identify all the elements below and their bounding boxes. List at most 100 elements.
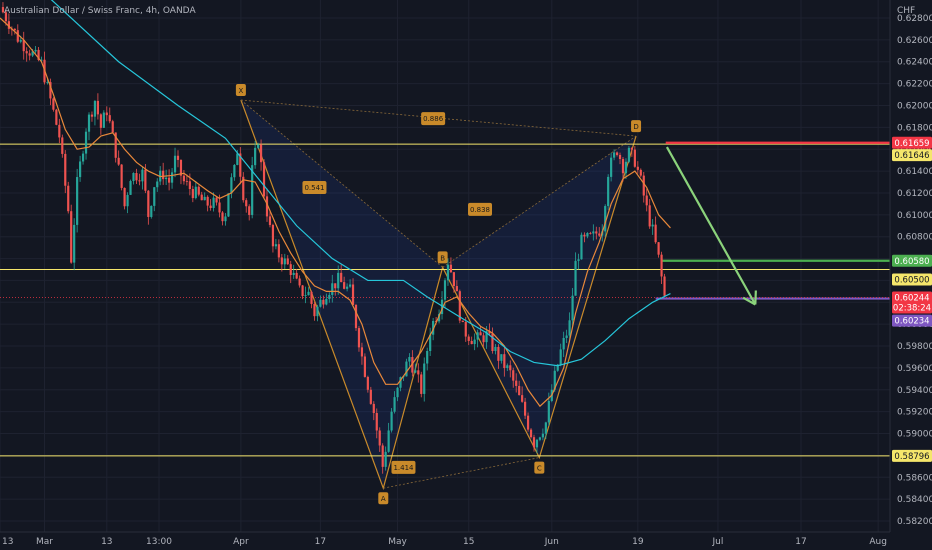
candle-body [117,157,120,165]
candle-body [384,451,387,467]
candle-body [506,365,509,369]
candle-body [37,49,40,60]
candle-body [1,7,5,13]
candle-body [521,395,524,402]
candle-body [414,370,417,373]
candle-body [108,115,111,122]
candle-body [663,276,666,296]
candle-body [271,224,275,247]
time-axis[interactable]: 13 Mar 13 13:00 Apr 17 May 15 Jun 19 Jul 17 Aug [0,531,890,550]
y-tick-label: 0.58600 [897,473,932,483]
candle-body [316,306,319,317]
candle-body [322,299,325,305]
candle-body [360,347,364,357]
y-tick-label: 0.61400 [897,167,932,177]
pattern-point-label: C [534,461,545,474]
price-label-box [892,254,932,267]
candle-body [598,233,601,236]
pattern-point-box [235,84,246,97]
candle-body [277,244,280,258]
candle-body [259,144,263,163]
candle-body [518,385,521,396]
pattern-point-box [378,492,389,505]
candle-body [559,349,562,365]
candle-body [76,177,79,225]
candle-body [541,433,544,438]
candle-body [239,153,242,177]
candle-body [162,170,165,180]
candle-body [426,351,429,364]
candle-body [378,430,381,446]
y-tick-label: 0.62400 [897,58,932,68]
candle-body [509,365,512,371]
candle-body [141,169,144,182]
candle-body [173,155,177,173]
price-label-text: 0.61646 [894,151,929,161]
pattern-ratio-text: 0.541 [304,184,324,192]
candle-body [479,332,482,336]
candle-body [366,376,369,390]
price-labels: 0.61659 0.61646 0.60580 0.60500 0.6024402:38… [892,136,932,462]
candle-body [34,49,37,52]
candle-body [331,283,334,295]
x-tick-label: May [388,537,407,547]
candle-body [420,374,423,394]
candle-body [176,155,180,160]
candle-body [476,332,479,340]
candle-body [58,124,61,138]
pattern-point-box [631,120,642,133]
pattern-ratio-line [442,135,637,268]
pattern-ratio-label: 1.414 [391,460,416,474]
candle-body [242,176,245,201]
price-label: 0.61659 [892,136,932,149]
price-label: 0.60234 [892,314,932,327]
pattern-ratio-label: 0.886 [421,112,446,126]
candle-body [123,187,126,207]
candle-body [482,335,485,343]
currency-label: CHF [897,6,915,16]
candle-body [90,114,94,117]
candle-body [556,364,559,371]
candle-body [405,361,408,377]
candle-body [185,181,188,182]
candle-body [363,356,366,377]
x-tick-label: Jul [712,537,724,547]
candle-body [233,164,236,178]
candle-body [188,181,191,190]
candle-body [150,205,153,217]
candle-body [67,185,70,212]
candle-body [61,137,64,154]
candle-body [390,411,393,431]
candle-body [432,320,435,335]
candle-body [99,114,102,128]
candle-body [503,354,506,369]
candle-body [488,331,491,334]
candle-body [105,112,108,116]
candle-body [70,211,73,263]
candle-body [423,363,426,394]
candle-body [473,339,476,345]
arrow-head [742,296,756,306]
candle-body [289,264,292,275]
x-tick-label: Aug [869,537,887,547]
candle-body [132,173,135,182]
pattern-ratio-box [391,460,416,474]
candle-body [81,153,85,162]
pattern-ratio-text: 0.838 [470,206,490,214]
candle-body [497,346,500,361]
candle-body [304,295,307,297]
candle-body [254,147,257,166]
candle-body [28,53,31,56]
candle-body [372,403,375,413]
candle-body [319,299,322,307]
candle-body [96,100,99,115]
candle-body [532,437,536,448]
candle-body [621,158,625,174]
candle-body [654,224,657,243]
price-label-box [892,149,932,162]
candle-body [458,291,461,321]
candle-body [440,299,444,315]
candle-body [257,144,260,148]
pattern-ratio-text: 1.414 [393,464,414,472]
